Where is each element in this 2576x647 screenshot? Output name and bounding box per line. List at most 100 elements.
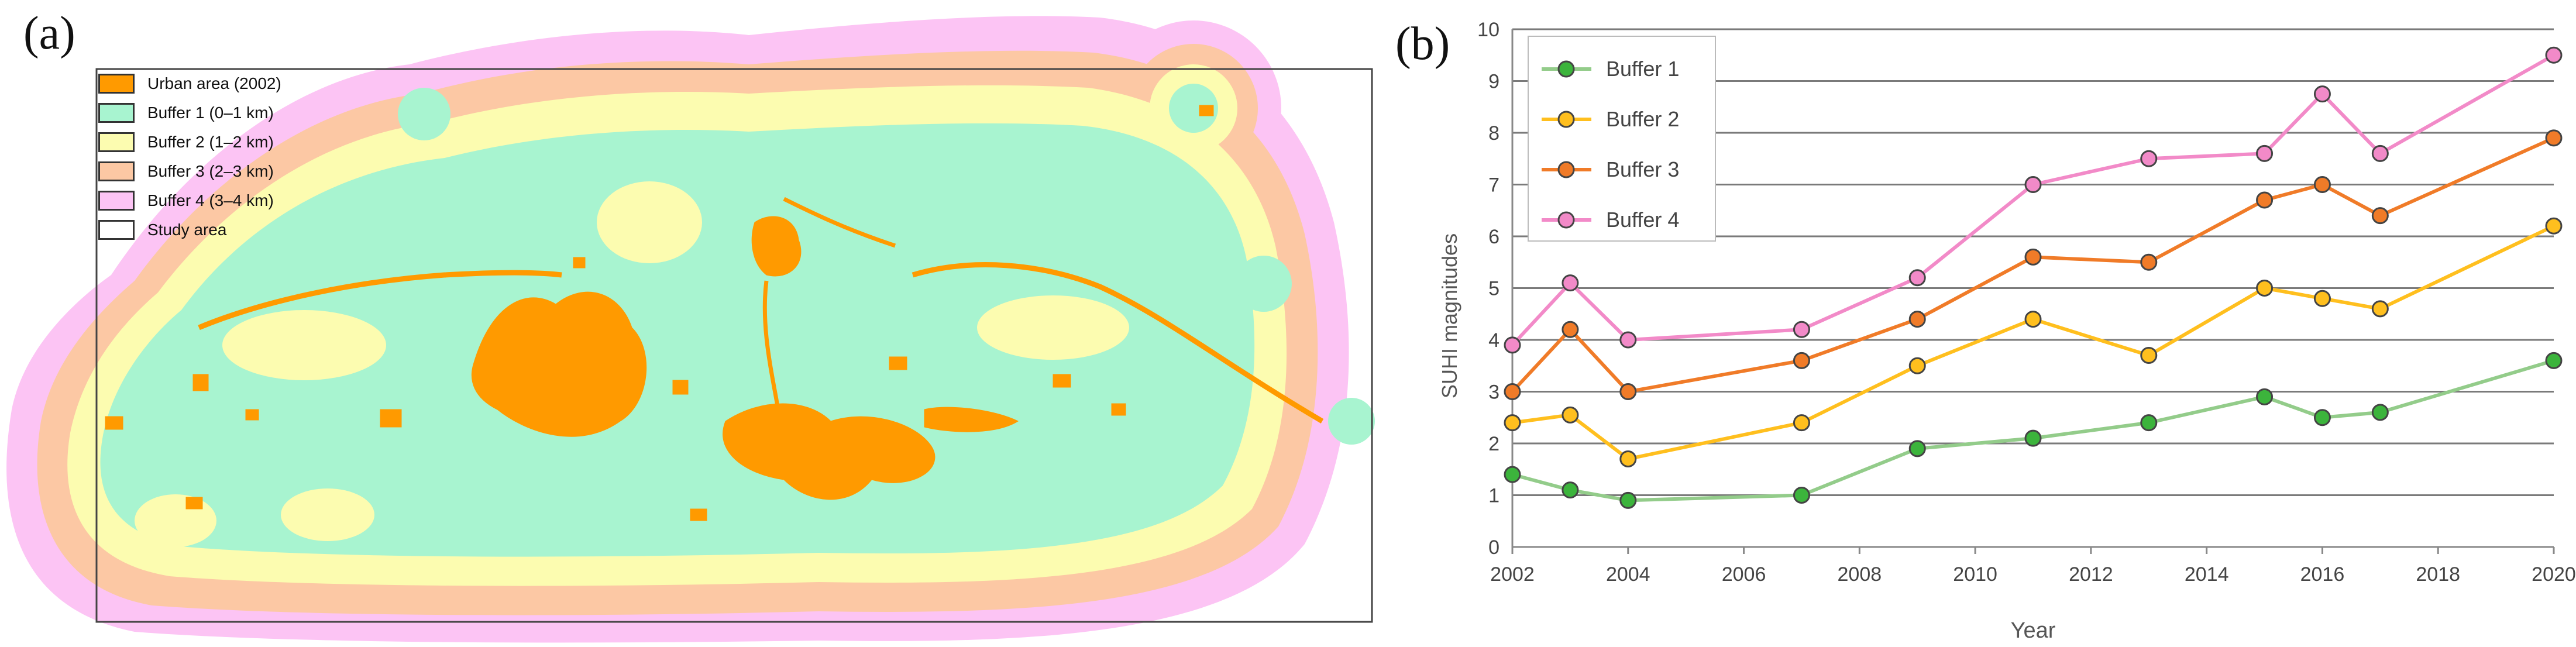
y-axis-title: SUHI magnitudes xyxy=(1437,233,1461,398)
y-tick-label-5: 5 xyxy=(1488,278,1499,300)
suhi-chart-svg: 0 1 2 3 4 5 6 7 8 9 10 2002 2004 2006 2008 2010 2012 2014… xyxy=(1437,19,2576,643)
urban-area xyxy=(105,105,1324,521)
x-tick-label-2002: 2002 xyxy=(1490,563,1535,586)
y-tick-label-1: 1 xyxy=(1488,485,1499,507)
legend-label-buffer-2: Buffer 2 xyxy=(1606,107,1679,131)
point-buffer-2-2020 xyxy=(2545,217,2563,235)
point-buffer-4-2017 xyxy=(2371,144,2389,162)
point-buffer-3-2002 xyxy=(1504,383,1521,400)
legend-swatch-urban xyxy=(98,74,135,94)
point-buffer-3-2003 xyxy=(1562,321,1579,338)
point-buffer-4-2011 xyxy=(2024,176,2042,193)
x-tick-label-2018: 2018 xyxy=(2416,563,2460,586)
point-buffer-3-2015 xyxy=(2256,191,2274,209)
legend-label-urban: Urban area (2002) xyxy=(147,74,281,92)
legend-label-buffer-2: Buffer 2 (1–2 km) xyxy=(147,133,274,151)
x-tick-label-2012: 2012 xyxy=(2069,563,2113,586)
point-buffer-2-2004 xyxy=(1619,450,1637,468)
x-tick-label-2016: 2016 xyxy=(2300,563,2345,586)
legend-label-study-area: Study area xyxy=(147,221,227,239)
legend-marker-buffer-3 xyxy=(1557,161,1575,178)
chart-axes: 0 1 2 3 4 5 6 7 8 9 10 2002 2004 2006 2008 2010 2012 2014… xyxy=(1477,19,2576,586)
legend-label-buffer-3: Buffer 3 (2–3 km) xyxy=(147,162,274,180)
point-buffer-1-2017 xyxy=(2371,404,2389,421)
legend-label-buffer-4: Buffer 4 (3–4 km) xyxy=(147,191,274,209)
point-buffer-2-2015 xyxy=(2256,280,2274,297)
legend-item-buffer-2: Buffer 2 (1–2 km) xyxy=(98,128,344,157)
legend-swatch-buffer-1 xyxy=(98,103,135,123)
point-buffer-4-2015 xyxy=(2256,144,2274,162)
y-tick-label-10: 10 xyxy=(1477,19,1499,41)
point-buffer-3-2011 xyxy=(2024,248,2042,266)
legend-item-buffer-4: Buffer 4 (3–4 km) xyxy=(98,186,344,215)
x-tick-label-2010: 2010 xyxy=(1953,563,1997,586)
point-buffer-3-2016 xyxy=(2313,176,2331,193)
y-tick-label-7: 7 xyxy=(1488,174,1499,197)
chart-series xyxy=(1504,46,2563,509)
point-buffer-4-2020 xyxy=(2545,46,2563,64)
y-tick-label-8: 8 xyxy=(1488,122,1499,144)
y-tick-label-9: 9 xyxy=(1488,71,1499,93)
legend-item-urban: Urban area (2002) xyxy=(98,69,344,98)
point-buffer-3-2020 xyxy=(2545,129,2563,147)
point-buffer-1-2003 xyxy=(1562,481,1579,499)
point-buffer-2-2016 xyxy=(2313,290,2331,307)
legend-swatch-buffer-4 xyxy=(98,191,135,211)
point-buffer-4-2002 xyxy=(1504,336,1521,354)
x-tick-label-2014: 2014 xyxy=(2185,563,2229,586)
panel-label-a: (a) xyxy=(23,8,75,59)
buffer-map-svg xyxy=(6,16,1375,643)
point-buffer-1-2015 xyxy=(2256,388,2274,405)
point-buffer-1-2004 xyxy=(1619,491,1637,509)
point-buffer-3-2017 xyxy=(2371,207,2389,225)
point-buffer-1-2007 xyxy=(1793,487,1810,504)
point-buffer-4-2009 xyxy=(1908,269,1926,287)
legend-item-study-area: Study area xyxy=(98,215,344,245)
legend-swatch-study-area xyxy=(98,220,135,240)
legend-marker-buffer-1 xyxy=(1557,60,1575,78)
point-buffer-1-2011 xyxy=(2024,429,2042,447)
point-buffer-2-2003 xyxy=(1562,406,1579,424)
panel-label-b: (b) xyxy=(1395,18,1450,70)
suhi-line-chart: 0 1 2 3 4 5 6 7 8 9 10 2002 2004 2006 2008 2010 2012 2014… xyxy=(1433,0,2576,644)
point-buffer-1-2009 xyxy=(1908,440,1926,457)
point-buffer-4-2007 xyxy=(1793,321,1810,338)
point-buffer-2-2002 xyxy=(1504,414,1521,432)
y-tick-label-6: 6 xyxy=(1488,226,1499,248)
map-legend: Urban area (2002) Buffer 1 (0–1 km) Buff… xyxy=(98,69,344,245)
point-buffer-2-2011 xyxy=(2024,311,2042,328)
point-buffer-3-2009 xyxy=(1908,311,1926,328)
y-tick-label-4: 4 xyxy=(1488,329,1499,352)
legend-swatch-buffer-3 xyxy=(98,161,135,181)
x-tick-label-2008: 2008 xyxy=(1838,563,1882,586)
point-buffer-4-2013 xyxy=(2140,150,2158,167)
legend-marker-buffer-4 xyxy=(1557,211,1575,229)
legend-item-buffer-1: Buffer 1 (0–1 km) xyxy=(98,98,344,128)
chart-legend: Buffer 1 Buffer 2 Buffer 3 Buffer 4 xyxy=(1528,36,1716,242)
legend-swatch-buffer-2 xyxy=(98,132,135,152)
legend-marker-buffer-2 xyxy=(1557,111,1575,128)
point-buffer-4-2016 xyxy=(2313,85,2331,103)
buffer-map: Urban area (2002) Buffer 1 (0–1 km) Buff… xyxy=(6,16,1375,643)
study-area-boundary xyxy=(95,68,1373,623)
point-buffer-1-2002 xyxy=(1504,466,1521,483)
point-buffer-1-2013 xyxy=(2140,414,2158,432)
point-buffer-3-2013 xyxy=(2140,253,2158,271)
point-buffer-1-2020 xyxy=(2545,352,2563,369)
y-tick-label-3: 3 xyxy=(1488,381,1499,404)
point-buffer-2-2007 xyxy=(1793,414,1810,432)
legend-label-buffer-1: Buffer 1 xyxy=(1606,57,1679,81)
x-tick-label-2020: 2020 xyxy=(2532,563,2576,586)
point-buffer-4-2004 xyxy=(1619,331,1637,349)
x-tick-label-2004: 2004 xyxy=(1606,563,1650,586)
x-tick-label-2006: 2006 xyxy=(1722,563,1766,586)
y-tick-label-2: 2 xyxy=(1488,433,1499,455)
y-tick-label-0: 0 xyxy=(1488,536,1499,559)
point-buffer-3-2007 xyxy=(1793,352,1810,369)
buffer-1-zone xyxy=(100,84,1375,557)
legend-label-buffer-1: Buffer 1 (0–1 km) xyxy=(147,104,274,122)
point-buffer-3-2004 xyxy=(1619,383,1637,400)
legend-label-buffer-4: Buffer 4 xyxy=(1606,208,1679,232)
x-axis-title: Year xyxy=(2011,618,2056,643)
point-buffer-2-2013 xyxy=(2140,347,2158,364)
